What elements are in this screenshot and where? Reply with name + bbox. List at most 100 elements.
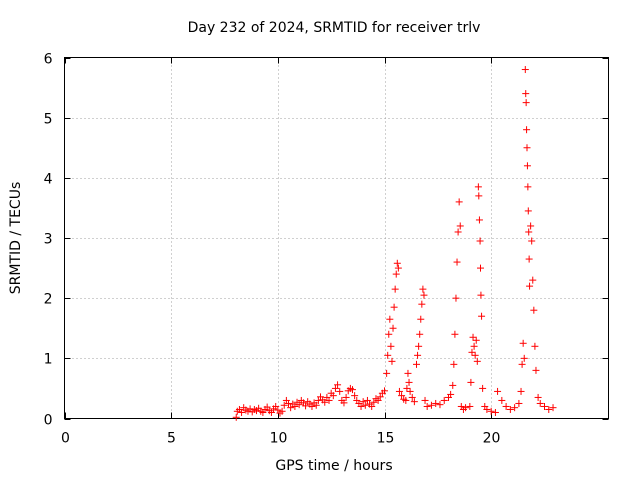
data-point — [302, 402, 310, 410]
data-point — [541, 402, 548, 410]
data-point — [384, 351, 392, 359]
data-point — [522, 90, 530, 98]
data-point — [419, 285, 427, 293]
data-point — [477, 264, 484, 272]
data-point — [376, 393, 384, 401]
data-point — [518, 360, 526, 368]
data-point — [402, 396, 410, 404]
data-point — [470, 342, 478, 350]
data-point — [466, 402, 474, 410]
data-point — [278, 407, 286, 415]
data-point — [522, 99, 530, 107]
data-point — [472, 336, 480, 344]
data-point — [263, 403, 271, 411]
data-point — [404, 369, 412, 377]
y-tick-label: 6 — [44, 52, 53, 68]
data-point — [519, 339, 527, 347]
data-point — [515, 399, 523, 407]
data-point — [393, 259, 401, 267]
data-point — [287, 404, 295, 412]
data-point — [403, 384, 411, 392]
data-point — [398, 392, 406, 400]
data-point — [524, 183, 532, 191]
data-point — [232, 413, 240, 421]
data-point — [494, 387, 502, 395]
data-point — [506, 405, 514, 413]
data-point — [413, 360, 420, 368]
data-point — [357, 402, 365, 410]
data-point — [383, 369, 391, 377]
y-tick-label: 3 — [44, 232, 53, 248]
data-point — [521, 66, 529, 74]
data-point — [478, 312, 486, 320]
axis-ticks — [64, 57, 609, 420]
data-point — [511, 404, 519, 412]
data-point — [456, 222, 464, 230]
data-point — [462, 404, 470, 412]
data-point — [468, 348, 476, 356]
data-point — [436, 401, 444, 409]
data-point — [415, 342, 423, 350]
data-point — [498, 396, 506, 404]
data-point — [476, 237, 484, 245]
data-point — [408, 393, 416, 401]
data-point — [267, 408, 275, 416]
data-point — [475, 192, 483, 200]
x-axis-label: GPS time / hours — [275, 458, 392, 474]
y-tick-label: 1 — [44, 352, 53, 368]
data-point — [491, 408, 499, 416]
data-point — [479, 384, 487, 392]
data-point — [525, 228, 533, 236]
y-axis-label: SRMTID / TECUs — [8, 182, 24, 295]
y-tick-label: 0 — [44, 413, 53, 429]
data-point — [387, 342, 395, 350]
data-point — [453, 258, 461, 266]
data-point — [389, 324, 397, 332]
data-point — [386, 315, 394, 323]
data-point — [334, 381, 342, 389]
data-point — [359, 398, 367, 406]
data-point — [469, 333, 477, 341]
x-tick-label: 5 — [167, 431, 176, 447]
data-point — [473, 357, 481, 365]
data-point — [475, 216, 483, 224]
data-point — [406, 387, 414, 395]
chart-title: Day 232 of 2024, SRMTID for receiver trl… — [188, 20, 481, 36]
data-point — [291, 402, 299, 410]
data-point — [421, 396, 429, 404]
data-point — [391, 285, 399, 293]
data-point — [477, 291, 485, 299]
data-point — [363, 396, 371, 404]
data-point — [549, 404, 557, 412]
data-point — [340, 399, 348, 407]
data-point — [325, 396, 333, 404]
data-point — [423, 402, 431, 410]
data-point — [483, 405, 491, 413]
data-point — [392, 270, 400, 278]
grid-lines — [64, 57, 609, 419]
data-point — [390, 303, 398, 311]
y-tick-label: 4 — [44, 172, 53, 188]
data-markers — [232, 66, 557, 421]
data-point — [450, 360, 458, 368]
data-point — [368, 402, 376, 410]
data-point — [349, 386, 356, 394]
data-point — [416, 330, 424, 338]
data-point — [452, 294, 460, 302]
data-point — [523, 144, 531, 152]
data-point — [238, 408, 246, 416]
data-point — [474, 183, 482, 191]
data-point — [520, 354, 528, 362]
data-point — [502, 402, 510, 410]
data-point — [295, 401, 303, 409]
y-tick-label: 2 — [44, 292, 53, 308]
x-tick-label: 0 — [61, 431, 70, 447]
data-point — [321, 398, 329, 406]
data-point — [410, 398, 418, 406]
data-point — [528, 237, 536, 245]
data-point — [417, 315, 425, 323]
x-tick-label: 15 — [377, 431, 395, 447]
data-point — [471, 351, 479, 359]
data-point — [432, 399, 440, 407]
